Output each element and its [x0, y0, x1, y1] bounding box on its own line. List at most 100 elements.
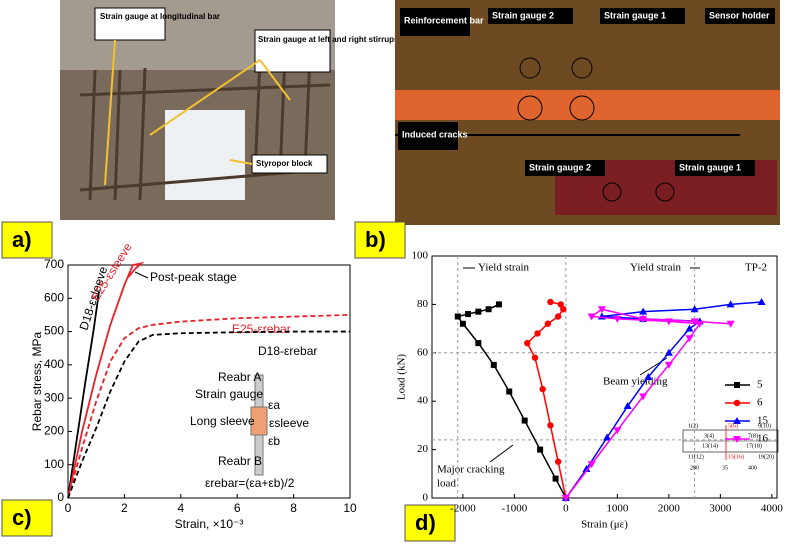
data-point	[521, 417, 528, 424]
photo-annotation: Strain gauge at left and right stirrups	[258, 35, 399, 44]
data-point	[597, 306, 606, 314]
data-point	[613, 427, 622, 435]
data-point	[690, 305, 699, 313]
x-axis-label: Strain, ×10⁻³	[175, 517, 244, 531]
x-tick-label: 4000	[761, 503, 784, 515]
y-tick-label: 600	[44, 290, 64, 304]
legend-label: 16	[757, 433, 769, 445]
data-point	[685, 335, 694, 343]
annotation: Reabr A	[218, 370, 261, 384]
data-point	[475, 340, 482, 347]
y-tick-label: 0	[423, 492, 429, 504]
y-axis-label: Load (kN)	[396, 354, 408, 400]
series-line	[67, 330, 350, 499]
plot-frame	[431, 255, 778, 499]
photo-annotation: Sensor holder	[709, 10, 770, 20]
data-point	[560, 306, 567, 313]
data-point	[454, 313, 461, 320]
annotation: Yield strain	[478, 262, 530, 274]
x-tick-label: 0	[563, 503, 569, 515]
data-point	[695, 320, 704, 328]
x-tick-label: 6	[234, 501, 241, 515]
inset-label: 35	[722, 465, 728, 471]
inset-label: 9(10)	[758, 422, 771, 429]
data-point	[582, 464, 591, 472]
data-point	[587, 461, 596, 469]
data-point	[531, 354, 539, 361]
data-point	[561, 495, 570, 502]
y-tick-label: 100	[44, 457, 64, 471]
annotation-box	[600, 8, 685, 24]
series-line	[67, 291, 100, 499]
arrow	[134, 271, 149, 279]
data-point	[485, 306, 492, 313]
data-point	[524, 339, 531, 347]
annotation: Beam yielding	[603, 376, 668, 388]
y-tick-label: 0	[57, 490, 64, 504]
data-point	[664, 361, 673, 369]
annotation: load	[437, 478, 456, 490]
plot-frame	[67, 264, 351, 499]
inset-diagram	[682, 425, 779, 460]
annotation-box	[254, 29, 331, 73]
panel-label-box	[354, 221, 406, 259]
panel-label: c)	[12, 505, 32, 530]
legend-marker	[733, 399, 741, 407]
y-tick-label: 300	[44, 390, 64, 404]
panel-label-box	[404, 504, 456, 542]
data-point	[495, 301, 502, 308]
annotation: Major cracking	[437, 464, 505, 476]
data-point	[537, 446, 544, 453]
sensor-holder	[395, 90, 780, 120]
inset-label: 17(18)	[746, 442, 762, 449]
annotation-box	[400, 8, 470, 36]
annotation-arrows	[104, 39, 291, 186]
panel-label: d)	[415, 510, 436, 535]
data-point	[552, 475, 559, 482]
data-point	[490, 361, 497, 368]
data-point	[726, 300, 735, 308]
data-point	[554, 313, 562, 320]
photo-annotation: Strain gauge 2	[529, 162, 591, 172]
data-point	[757, 297, 766, 305]
data-point	[726, 320, 735, 328]
inset-label: 7(8)	[748, 432, 758, 439]
series-label: E25-εrebar	[232, 322, 291, 336]
data-point	[554, 458, 562, 465]
data-point	[685, 324, 694, 332]
chart-title: TP-2	[745, 262, 767, 274]
data-point	[506, 388, 513, 395]
inset-label: 5(6)	[728, 422, 738, 429]
series-line	[67, 261, 145, 499]
annotation-box	[488, 8, 573, 24]
data-point	[664, 348, 673, 356]
data-point	[544, 320, 552, 327]
annotation: εsleeve	[269, 416, 309, 430]
annotation: Reabr B	[218, 454, 262, 468]
x-axis-label: Strain (με)	[581, 519, 628, 531]
inset-label: 11(12)	[688, 453, 704, 460]
data-point	[639, 315, 648, 323]
data-point	[639, 393, 648, 401]
data-point	[465, 311, 472, 318]
legend-marker	[733, 436, 741, 443]
data-point	[475, 308, 482, 315]
y-tick-label: 400	[44, 357, 64, 371]
x-tick-label: 8	[290, 501, 297, 515]
inset-label: 1(2)	[688, 422, 698, 429]
series-line	[526, 301, 567, 499]
inset-label: 280	[690, 465, 699, 471]
inset-label: 15(16)	[728, 453, 744, 460]
series-label: D18-εrebar	[258, 344, 317, 358]
data-point	[539, 385, 546, 393]
inset-label: 19(20)	[758, 453, 774, 460]
panel-label: a)	[12, 227, 32, 252]
x-tick-label: 10	[343, 501, 357, 515]
annotation: εa	[268, 398, 280, 412]
annotation-box	[398, 122, 458, 150]
inset-label: 400	[748, 465, 757, 471]
arrow	[489, 444, 514, 463]
gauge-circles	[517, 57, 675, 202]
annotation: Yield strain	[630, 262, 682, 274]
